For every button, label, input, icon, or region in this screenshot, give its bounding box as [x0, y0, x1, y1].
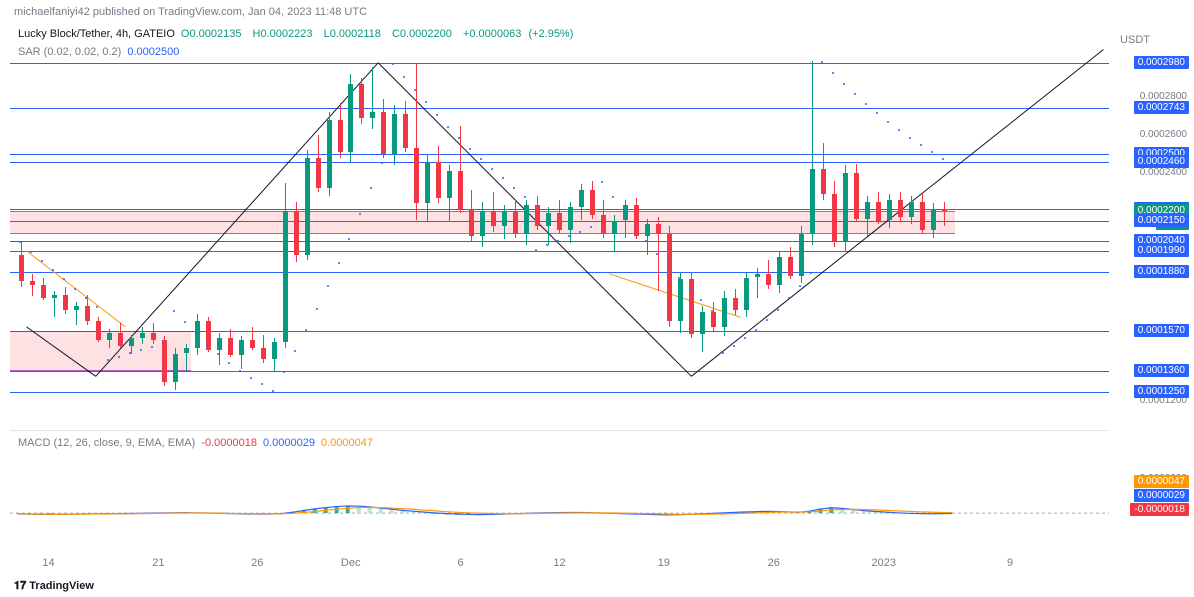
logo-icon: 𝟏𝟕: [14, 580, 26, 592]
price-axis[interactable]: 0.00028000.00026000.00024000.00012000.00…: [1113, 40, 1191, 420]
macd-axis[interactable]: 0.00002000.00000470.0000029-0.0000018: [1113, 430, 1191, 545]
publish-header: michaelfaniyi42 published on TradingView…: [14, 6, 367, 18]
time-axis[interactable]: 142126Dec612192620239: [10, 557, 1109, 575]
symbol-title[interactable]: Lucky Block/Tether, 4h, GATEIO: [18, 28, 175, 40]
symbol-info: Lucky Block/Tether, 4h, GATEIO O0.000213…: [18, 28, 577, 40]
tradingview-logo[interactable]: 𝟏𝟕 TradingView: [14, 580, 94, 593]
price-chart[interactable]: [10, 40, 1109, 420]
macd-panel[interactable]: MACD (12, 26, close, 9, EMA, EMA) -0.000…: [10, 430, 1109, 545]
